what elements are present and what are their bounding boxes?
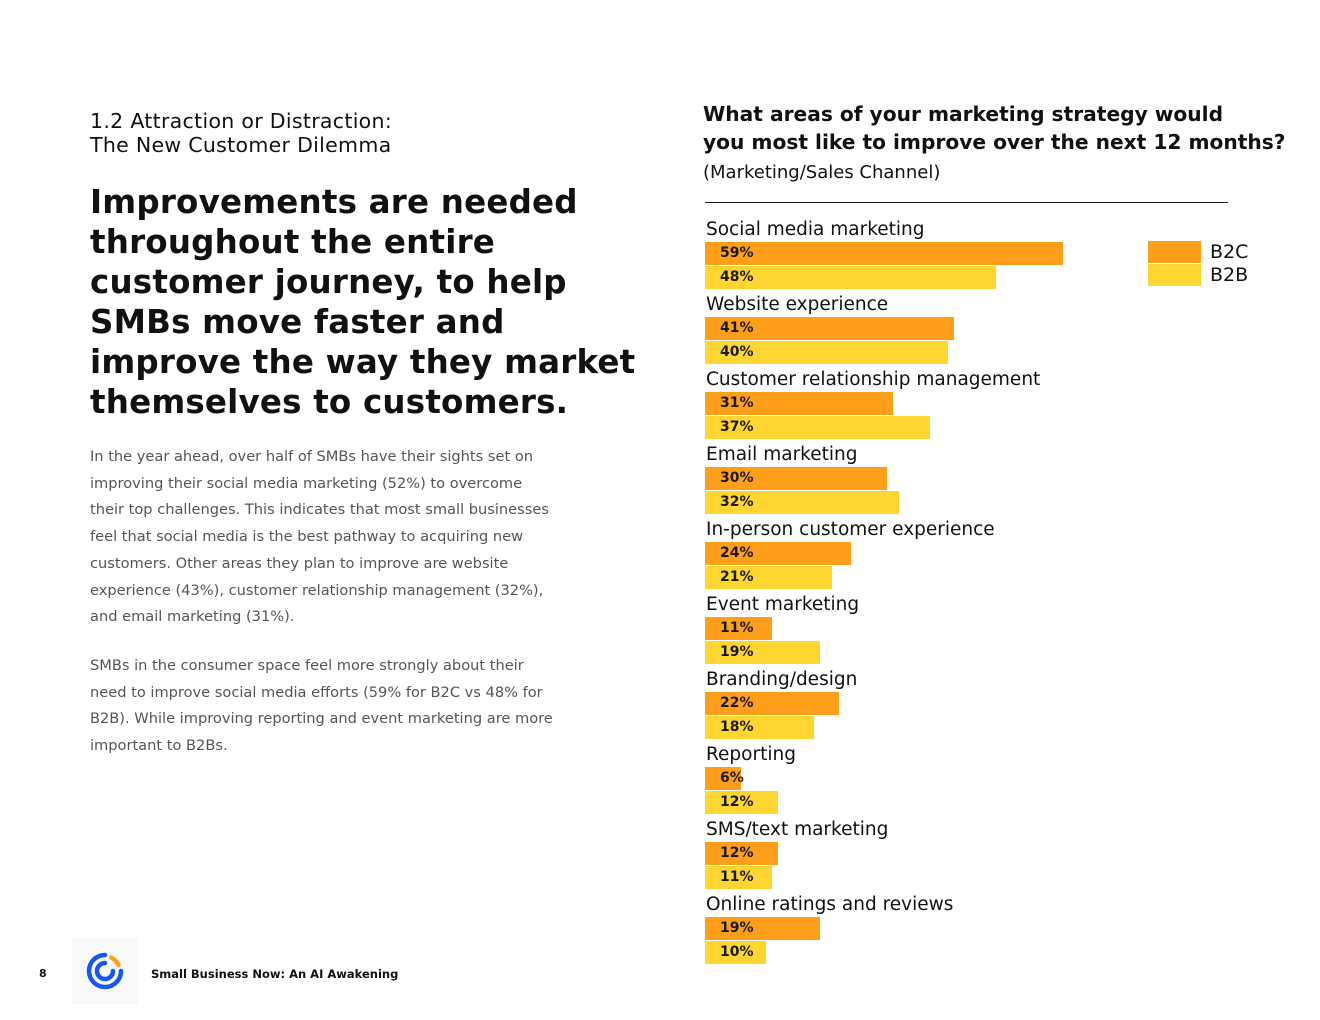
bar-value-label: 37% bbox=[720, 419, 754, 435]
paragraph-line: need to improve social media efforts (59… bbox=[90, 683, 543, 701]
paragraph-line: and email marketing (31%). bbox=[90, 608, 295, 626]
legend-label: B2B bbox=[1210, 264, 1249, 286]
category-label: Event marketing bbox=[706, 594, 860, 615]
headline-line: Improvements are needed bbox=[90, 183, 578, 221]
bar-value-label: 24% bbox=[720, 545, 754, 561]
paragraph-line: B2B). While improving reporting and even… bbox=[90, 710, 553, 728]
bar-b2b bbox=[705, 266, 996, 289]
headline-line: improve the way they market bbox=[90, 343, 636, 381]
chart-divider bbox=[705, 202, 1228, 203]
legend-swatch bbox=[1148, 264, 1201, 286]
bar-value-label: 40% bbox=[720, 344, 754, 360]
paragraph-line: customers. Other areas they plan to impr… bbox=[90, 554, 509, 572]
document-title: Small Business Now: An AI Awakening bbox=[151, 967, 399, 981]
bar-value-label: 41% bbox=[720, 320, 754, 336]
paragraph-line: improving their social media marketing (… bbox=[90, 474, 523, 492]
section-heading: 1.2 Attraction or Distraction: The New C… bbox=[90, 109, 570, 157]
chart-title-line: you most like to improve over the next 1… bbox=[703, 130, 1286, 154]
bar-b2c bbox=[705, 242, 1063, 265]
paragraph-line: important to B2Bs. bbox=[90, 737, 228, 755]
bar-value-label: 12% bbox=[720, 845, 754, 861]
bar-value-label: 11% bbox=[720, 620, 754, 636]
chart-subtitle: (Marketing/Sales Channel) bbox=[703, 162, 941, 183]
bar-value-label: 30% bbox=[720, 470, 754, 486]
body-paragraph-2: SMBs in the consumer space feel more str… bbox=[90, 653, 580, 760]
paragraph-line: feel that social media is the best pathw… bbox=[90, 528, 524, 546]
paragraph-line: their top challenges. This indicates tha… bbox=[90, 501, 549, 519]
bar-b2b bbox=[705, 866, 772, 889]
bar-b2c bbox=[705, 542, 851, 565]
bar-value-label: 48% bbox=[720, 269, 754, 285]
bar-b2c bbox=[705, 617, 772, 640]
paragraph-line: SMBs in the consumer space feel more str… bbox=[90, 657, 524, 674]
bar-value-label: 22% bbox=[720, 695, 754, 711]
bar-value-label: 32% bbox=[720, 494, 754, 510]
bar-b2b bbox=[705, 341, 948, 364]
section-number-title: 1.2 Attraction or Distraction: bbox=[90, 109, 393, 133]
bar-b2b bbox=[705, 566, 832, 589]
legend-label: B2C bbox=[1210, 241, 1249, 263]
headline-line: customer journey, to help bbox=[90, 263, 567, 301]
bar-value-label: 12% bbox=[720, 794, 754, 810]
bar-b2c bbox=[705, 842, 778, 865]
bar-value-label: 19% bbox=[720, 644, 754, 660]
bar-b2b bbox=[705, 641, 820, 664]
category-label: Website experience bbox=[706, 294, 889, 315]
bar-value-label: 31% bbox=[720, 395, 754, 411]
bar-b2b bbox=[705, 791, 778, 814]
bar-b2b bbox=[705, 716, 814, 739]
category-label: Customer relationship management bbox=[706, 369, 1041, 390]
headline-line: SMBs move faster and bbox=[90, 303, 505, 341]
bar-b2c bbox=[705, 917, 820, 940]
bar-value-label: 19% bbox=[720, 920, 754, 936]
bar-b2b bbox=[705, 491, 899, 514]
bar-value-label: 59% bbox=[720, 245, 754, 261]
category-label: Branding/design bbox=[706, 669, 858, 690]
category-label: Email marketing bbox=[706, 444, 858, 465]
bar-value-label: 6% bbox=[720, 770, 744, 786]
bar-value-label: 10% bbox=[720, 944, 754, 960]
chart-title: What areas of your marketing strategy wo… bbox=[703, 100, 1286, 156]
section-subtitle: The New Customer Dilemma bbox=[90, 133, 392, 157]
bar-b2c bbox=[705, 317, 954, 340]
chart-title-line: What areas of your marketing strategy wo… bbox=[703, 102, 1224, 126]
headline-line: themselves to customers. bbox=[90, 383, 569, 421]
bar-value-label: 11% bbox=[720, 869, 754, 885]
bar-b2c bbox=[705, 392, 893, 415]
bar-value-label: 18% bbox=[720, 719, 754, 735]
bar-b2b bbox=[705, 941, 766, 964]
headline-line: throughout the entire bbox=[90, 223, 496, 261]
bar-b2c bbox=[705, 767, 741, 790]
category-label: Social media marketing bbox=[706, 219, 925, 240]
paragraph-line: In the year ahead, over half of SMBs hav… bbox=[90, 448, 534, 465]
bar-b2b bbox=[705, 416, 930, 439]
page-headline: Improvements are needed throughout the e… bbox=[90, 182, 636, 422]
bar-value-label: 21% bbox=[720, 569, 754, 585]
paragraph-line: experience (43%), customer relationship … bbox=[90, 581, 544, 599]
bar-b2c bbox=[705, 467, 887, 490]
logo-mark-icon bbox=[86, 952, 124, 990]
bar-b2c bbox=[705, 692, 839, 715]
legend-swatch bbox=[1148, 241, 1201, 263]
category-label: In-person customer experience bbox=[706, 519, 995, 540]
body-paragraph-1: In the year ahead, over half of SMBs hav… bbox=[90, 444, 580, 631]
category-label: SMS/text marketing bbox=[706, 819, 889, 840]
constant-contact-logo-icon bbox=[72, 938, 138, 1004]
category-label: Online ratings and reviews bbox=[706, 894, 954, 915]
page-number: 8 bbox=[39, 967, 47, 980]
category-label: Reporting bbox=[706, 744, 796, 765]
